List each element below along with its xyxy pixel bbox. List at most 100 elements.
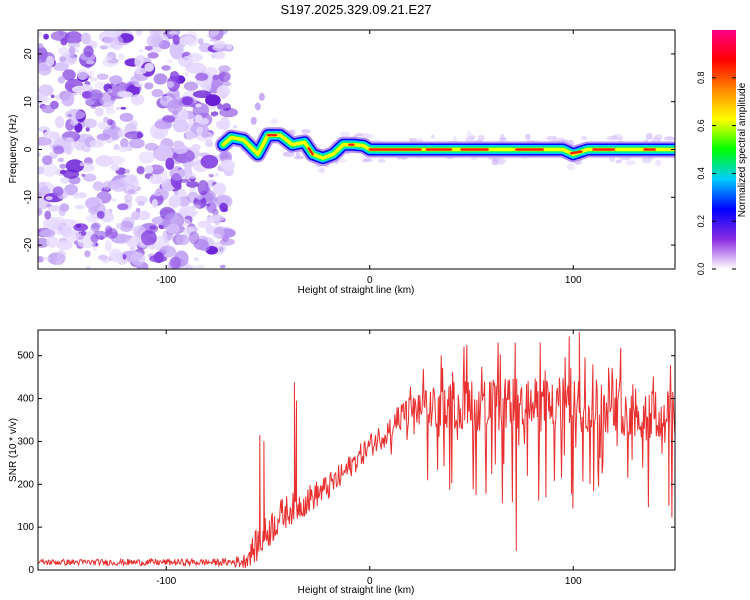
noise-blob: [105, 228, 118, 239]
noise-blob: [64, 31, 83, 45]
noise-blob: [136, 166, 145, 175]
noise-blob: [131, 211, 140, 221]
y-tick-label: 20: [23, 48, 34, 60]
noise-blob: [109, 75, 123, 85]
noise-blob: [168, 195, 181, 208]
noise-blob: [98, 235, 105, 241]
noise-blob: [192, 90, 212, 99]
halo-blob: [408, 138, 418, 142]
noise-blob: [169, 71, 180, 82]
noise-blob: [212, 51, 226, 60]
noise-blob: [110, 95, 117, 101]
noise-blob: [96, 210, 105, 219]
noise-blob: [219, 30, 228, 35]
colorbar-label: Normalized spectral amplitude: [737, 82, 748, 217]
noise-blob: [56, 240, 73, 251]
colorbar: 0.0 0.2 0.4 0.6 0.8 Normalized spectral ampl…: [696, 30, 748, 275]
noise-blob: [44, 210, 52, 220]
noise-blob: [115, 107, 121, 110]
noise-blob: [41, 162, 58, 177]
noise-blob: [38, 152, 41, 157]
noise-blob: [215, 195, 231, 206]
noise-blob: [38, 136, 52, 146]
noise-blob: [195, 103, 202, 108]
noise-blob: [107, 118, 113, 126]
noise-blob: [50, 100, 59, 110]
noise-blob: [144, 45, 153, 51]
noise-blob: [135, 30, 143, 36]
noise-blob: [96, 73, 109, 80]
noise-blob: [83, 173, 97, 182]
noise-blob: [128, 138, 145, 149]
noise-blob: [124, 193, 133, 203]
noise-blob: [166, 99, 183, 114]
noise-blob: [104, 240, 112, 252]
noise-blob: [219, 202, 228, 213]
noise-blob: [53, 146, 65, 155]
noise-blob: [122, 254, 127, 260]
noise-blob: [181, 96, 193, 106]
noise-blob: [169, 166, 185, 181]
noise-blob: [38, 42, 44, 49]
noise-blob: [117, 129, 127, 138]
noise-blob: [120, 138, 129, 149]
noise-blob: [161, 65, 171, 71]
noise-blob: [43, 131, 58, 139]
noise-blob: [218, 246, 224, 252]
noise-blob: [197, 264, 205, 269]
noise-blob: [138, 151, 155, 164]
noise-blob: [172, 34, 181, 45]
noise-blob: [166, 223, 180, 234]
noise-blob: [124, 168, 130, 174]
noise-blob: [64, 109, 86, 120]
noise-blob: [135, 195, 149, 204]
noise-blob: [118, 146, 129, 153]
y-tick-label: 0: [28, 565, 34, 576]
noise-blob: [222, 103, 232, 112]
noise-blob: [110, 179, 128, 192]
halo-blob: [493, 156, 500, 163]
spectrogram-marks: [38, 30, 675, 269]
noise-blob: [216, 121, 222, 127]
noise-blob: [205, 139, 214, 148]
noise-blob: [57, 76, 66, 84]
noise-blob: [76, 223, 82, 228]
halo-blob: [258, 92, 265, 101]
noise-blob: [130, 94, 145, 106]
halo-blob: [377, 158, 386, 163]
noise-blob: [166, 81, 175, 88]
noise-blob: [172, 119, 189, 133]
noise-blob: [71, 85, 89, 94]
noise-blob: [217, 103, 223, 110]
y-tick-label: 0: [23, 146, 34, 152]
noise-blob: [72, 192, 80, 199]
noise-blob: [196, 195, 204, 200]
snr-ticks: -100 0 100 0 100 200 300 400 500: [17, 330, 675, 587]
noise-blob: [212, 182, 227, 196]
halo-blob: [525, 133, 531, 140]
noise-blob: [113, 144, 120, 151]
snr-ylabel: SNR (10 * v/v): [8, 418, 19, 482]
noise-blob: [155, 78, 163, 84]
noise-blob: [179, 35, 195, 45]
noise-blob: [96, 133, 111, 141]
halo-blob: [625, 160, 636, 166]
noise-blob: [107, 88, 113, 93]
noise-blob: [178, 205, 196, 220]
noise-blob: [84, 75, 92, 79]
noise-blob: [173, 89, 180, 98]
noise-blob: [94, 107, 104, 117]
halo-blob: [645, 133, 653, 140]
noise-blob: [219, 264, 226, 269]
noise-blob: [65, 159, 84, 173]
noise-blob: [38, 166, 45, 175]
noise-blob: [216, 85, 231, 98]
noise-blob: [59, 163, 67, 169]
noise-blob: [109, 248, 123, 263]
halo-blob: [452, 135, 457, 143]
noise-blob: [151, 89, 164, 98]
noise-blob: [75, 204, 85, 210]
noise-blob: [127, 188, 136, 195]
noise-blob: [85, 127, 90, 132]
